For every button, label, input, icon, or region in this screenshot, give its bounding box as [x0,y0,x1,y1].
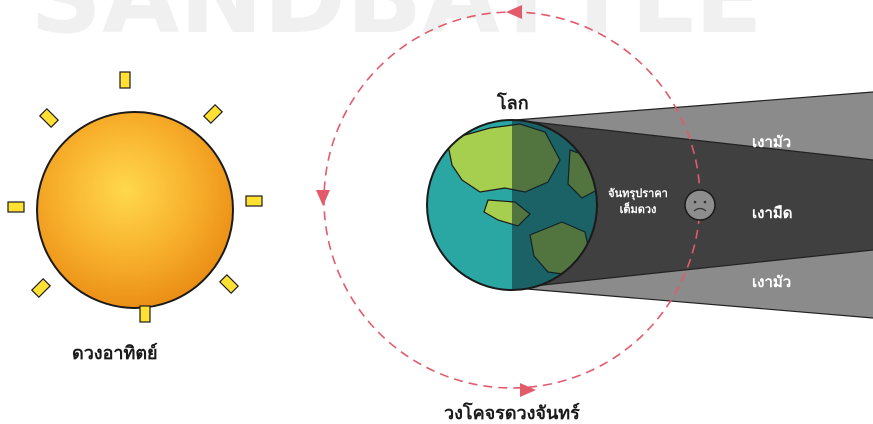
moon-orbit-label: วงโคจรดวงจันทร์ [444,403,580,424]
moon-eclipse-label-line2: เต็มดวง [619,203,657,216]
moon-eclipse-label: จันทรุปราคา เต็มดวง [596,186,680,218]
orbit-arrow-icon [506,5,522,19]
penumbra-bottom-label: เงามัว [752,273,792,291]
watermark-text: SANDBATTLE [30,0,763,56]
earth-label: โลก [497,93,529,114]
sun-rays [7,71,263,323]
moon-icon [684,189,716,221]
moon-eclipse-label-line1: จันทรุปราคา [608,187,668,200]
sun-label: ดวงอาทิตย์ [72,343,158,364]
orbit-arrow-icon [520,383,536,397]
penumbra-top-label: เงามัว [752,133,792,151]
sun-icon [7,71,263,323]
orbit-arrow-icon [316,190,330,206]
umbra-label: เงามืด [752,204,793,222]
